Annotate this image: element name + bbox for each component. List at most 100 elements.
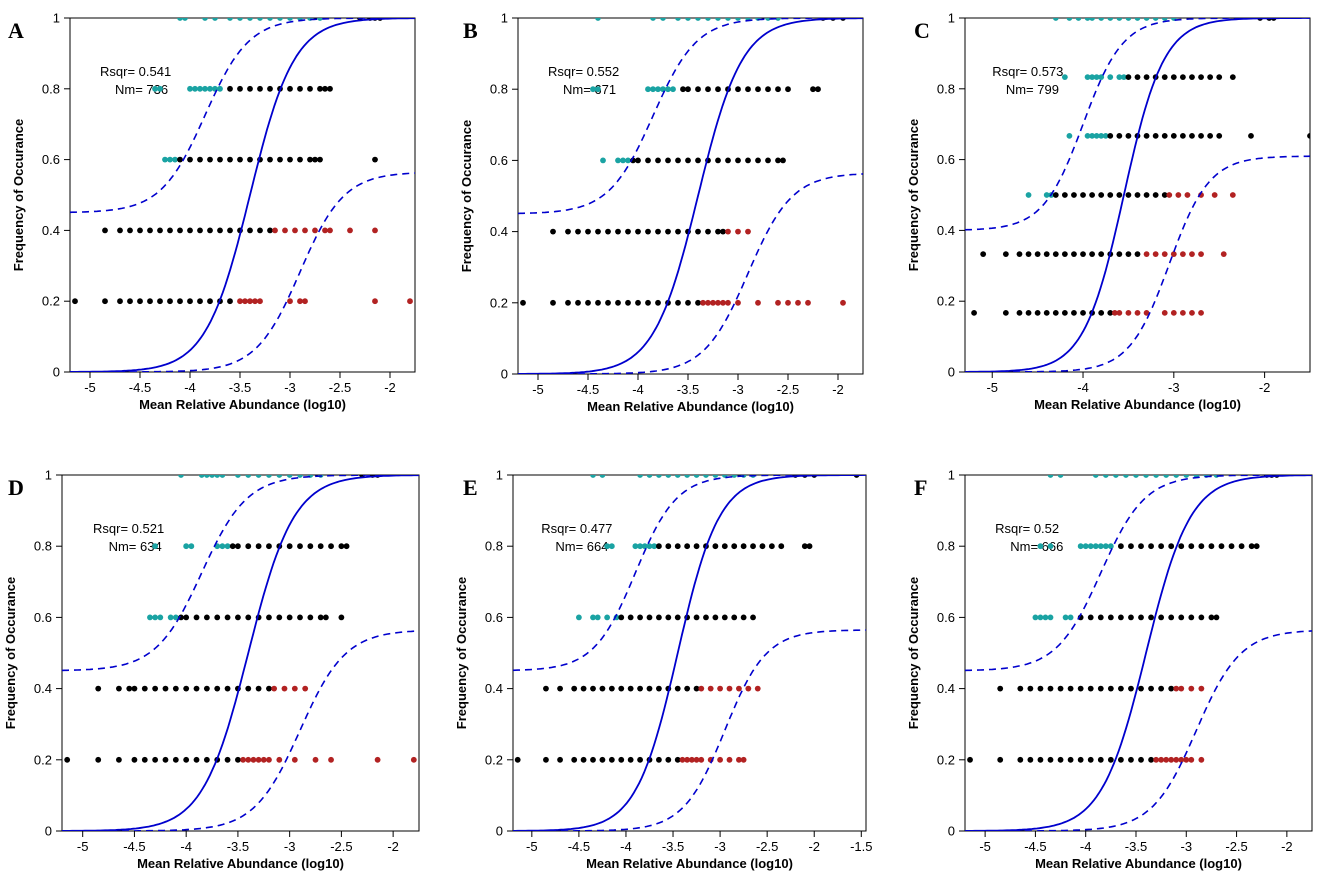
data-point	[720, 299, 726, 306]
data-point	[1098, 309, 1105, 316]
data-point	[272, 227, 278, 234]
data-point	[595, 228, 601, 235]
data-point	[637, 614, 643, 621]
data-point	[267, 227, 273, 234]
data-point	[167, 156, 173, 163]
data-point	[1198, 309, 1204, 316]
data-point	[317, 475, 324, 478]
data-point	[1097, 685, 1104, 692]
data-point	[152, 85, 158, 92]
data-point	[1208, 543, 1215, 550]
x-axis-title: Mean Relative Abundance (log10)	[1034, 397, 1241, 412]
data-point	[245, 756, 252, 763]
data-point	[693, 756, 700, 763]
data-point	[1047, 685, 1054, 692]
y-axis-title: Frequency of Occurance	[3, 577, 18, 729]
data-point	[214, 685, 221, 692]
data-point	[712, 614, 719, 621]
data-point	[1047, 543, 1054, 550]
data-point	[1198, 251, 1204, 258]
data-point	[177, 298, 183, 305]
data-point	[705, 86, 711, 93]
data-point	[736, 756, 742, 763]
data-point	[147, 614, 153, 621]
x-tick-label: -3	[284, 839, 296, 854]
data-point	[276, 756, 283, 763]
data-point	[1184, 192, 1191, 198]
y-tick-label: 0.4	[34, 681, 52, 696]
y-tick-label: 0.8	[937, 81, 955, 96]
data-point	[590, 614, 596, 621]
data-point	[317, 18, 323, 21]
data-point	[674, 543, 681, 550]
data-point	[229, 543, 236, 550]
data-point	[1207, 132, 1214, 139]
data-point	[157, 85, 163, 92]
curves-layer	[62, 475, 419, 831]
data-point	[152, 756, 159, 763]
data-point	[167, 298, 173, 305]
data-point	[1213, 475, 1220, 478]
data-point	[1134, 309, 1141, 316]
data-point	[1178, 756, 1185, 763]
points-layer	[967, 475, 1280, 763]
data-point	[1116, 192, 1123, 198]
data-point	[127, 298, 133, 305]
data-point	[207, 85, 213, 92]
data-point	[1198, 132, 1204, 139]
data-point	[162, 685, 169, 692]
x-tick-label: -3.5	[1125, 839, 1147, 854]
data-point	[1179, 251, 1186, 258]
data-point	[615, 157, 621, 164]
data-point	[665, 86, 671, 93]
data-point	[1143, 18, 1150, 21]
data-point	[117, 227, 123, 234]
data-point	[247, 227, 253, 234]
data-point	[1025, 192, 1032, 198]
data-point	[675, 18, 681, 21]
data-point	[286, 543, 293, 550]
data-point	[1102, 475, 1109, 478]
data-point	[242, 298, 248, 305]
data-point	[655, 299, 661, 306]
data-point	[317, 156, 323, 163]
data-point	[632, 543, 639, 550]
data-point	[1117, 685, 1124, 692]
data-point	[147, 227, 153, 234]
data-point	[768, 543, 775, 550]
data-point	[665, 543, 672, 550]
data-point	[1125, 132, 1132, 139]
data-point	[580, 685, 587, 692]
points-layer	[64, 475, 417, 763]
y-tick-label: 1	[45, 468, 52, 483]
data-point	[291, 756, 298, 763]
data-point	[1152, 192, 1159, 198]
data-point	[1107, 685, 1114, 692]
data-point	[1061, 309, 1068, 316]
data-point	[1178, 543, 1185, 550]
data-point	[1170, 309, 1177, 316]
lower-ci-curve	[965, 630, 1312, 831]
data-point	[595, 18, 601, 21]
y-tick-label: 0	[948, 365, 955, 380]
data-point	[245, 614, 252, 621]
data-point	[679, 756, 686, 763]
series-below-prediction	[1153, 685, 1205, 763]
lower-ci-curve	[518, 173, 863, 374]
data-point	[312, 156, 318, 163]
data-point	[1017, 756, 1024, 763]
data-point	[1112, 475, 1119, 478]
data-point	[646, 475, 653, 478]
data-point	[635, 299, 641, 306]
data-point	[282, 227, 288, 234]
data-point	[1077, 543, 1084, 550]
x-tick-label: -4	[632, 382, 644, 397]
data-point	[1166, 192, 1173, 198]
data-point	[1092, 475, 1099, 478]
x-tick-label: -2.5	[330, 839, 352, 854]
data-point	[565, 228, 571, 235]
data-point	[1116, 251, 1123, 258]
data-point	[197, 227, 203, 234]
data-point	[997, 685, 1004, 692]
data-point	[675, 228, 681, 235]
